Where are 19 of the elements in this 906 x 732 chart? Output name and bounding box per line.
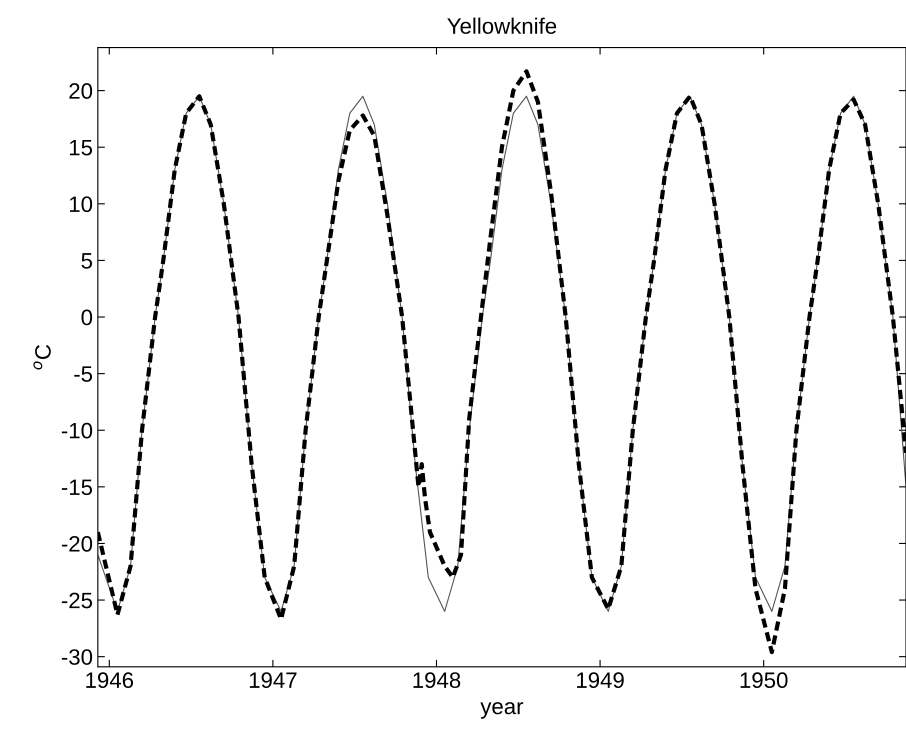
y-tick-label: -5 [74,366,92,382]
x-tick-label: 1950 [740,672,788,688]
x-tick-label: 1948 [413,672,460,688]
y-tick-label: 10 [70,196,92,212]
y-tick-label: -30 [62,649,92,665]
x-tick-label: 1946 [86,672,134,688]
y-tick-label: 5 [82,253,92,269]
y-tick-label: 20 [69,83,92,99]
x-axis-title: year [480,702,524,719]
y-tick-label: -25 [62,592,92,608]
y-tick-label: -20 [62,536,92,552]
y-axis-title: $^{o}$C [33,344,51,370]
y-tick-label: -15 [62,480,92,496]
y-tick-label: -10 [62,422,92,439]
x-tick-label: 1947 [250,672,296,688]
chart-title: Yellowknife [447,18,556,34]
y-tick-label: 15 [70,140,92,156]
y-tick-label: 0 [81,310,92,326]
x-tick-label: 1949 [577,672,624,688]
